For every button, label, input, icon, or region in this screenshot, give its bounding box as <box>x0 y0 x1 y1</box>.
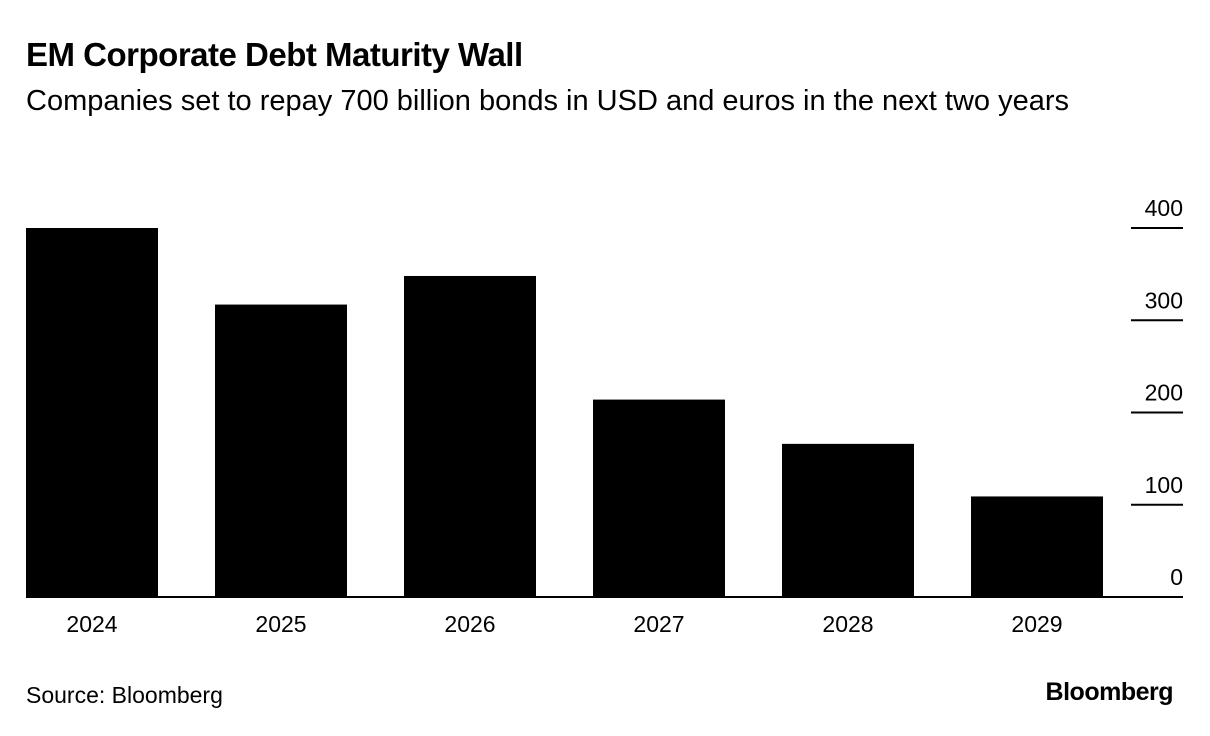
x-tick-label: 2027 <box>633 611 684 637</box>
source-note: Source: Bloomberg <box>26 682 223 708</box>
x-tick-label: 2026 <box>444 611 495 637</box>
bar-2029 <box>971 496 1103 597</box>
x-tick-label: 2024 <box>66 611 117 637</box>
x-tick-label: 2028 <box>822 611 873 637</box>
y-tick-label: 0 <box>1170 564 1183 590</box>
x-axis: 2024 2025 2026 2027 2028 2029 <box>66 611 1062 637</box>
bar-2025 <box>215 304 347 597</box>
x-tick-label: 2025 <box>255 611 306 637</box>
x-tick-label: 2029 <box>1011 611 1062 637</box>
bloomberg-logo: Bloomberg <box>1045 678 1174 706</box>
bar-2024 <box>26 228 158 597</box>
bar-2026 <box>404 275 536 597</box>
y-axis: 0 100 200 300 400 <box>1131 195 1183 590</box>
chart-subtitle: Companies set to repay 700 billion bonds… <box>26 85 1069 117</box>
bars-group <box>26 228 1103 597</box>
chart-title: EM Corporate Debt Maturity Wall <box>26 36 523 73</box>
y-tick-label: 300 <box>1145 287 1183 313</box>
y-tick-label: 400 <box>1145 195 1183 221</box>
y-tick-label: 200 <box>1145 380 1183 406</box>
y-tick-label: 100 <box>1145 472 1183 498</box>
bar-2027 <box>593 399 725 597</box>
bar-2028 <box>782 443 914 597</box>
